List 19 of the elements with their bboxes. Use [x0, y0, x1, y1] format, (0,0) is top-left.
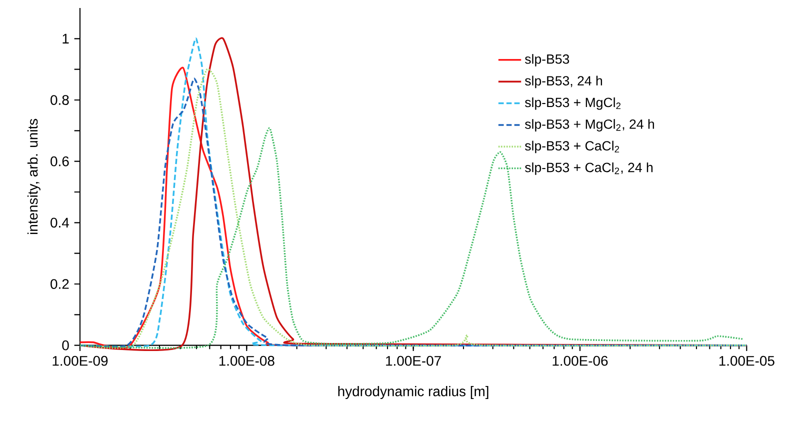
legend-label: slp-B53	[525, 54, 570, 66]
y-tick-label: 0.4	[50, 218, 69, 228]
x-axis-title: hydrodynamic radius [m]	[338, 386, 488, 400]
y-tick-label: 0.6	[50, 156, 69, 166]
y-tick-label: 1	[62, 34, 69, 44]
y-tick-label: 0.2	[50, 279, 69, 289]
x-tick-label: 1.00E-07	[386, 356, 441, 366]
y-tick-label: 0.8	[50, 95, 69, 105]
legend-label: slp-B53, 24 h	[525, 76, 602, 88]
legend-label: slp-B53 + CaCl$_{2}$, 24 h	[525, 162, 653, 175]
legend-label: slp-B53 + MgCl$_{2}$, 24 h	[525, 119, 654, 132]
x-tick-label: 1.00E-09	[52, 356, 108, 366]
x-tick-label: 1.00E-05	[719, 356, 774, 366]
y-tick-label: 0	[62, 340, 69, 350]
legend-label: slp-B53 + MgCl$_{2}$	[525, 97, 621, 110]
legend-label: slp-B53 + CaCl$_{2}$	[525, 140, 620, 154]
x-tick-label: 1.00E-08	[219, 356, 274, 366]
y-axis-title: intensity, arb. units	[27, 118, 40, 234]
x-tick-label: 1.00E-06	[552, 356, 608, 366]
